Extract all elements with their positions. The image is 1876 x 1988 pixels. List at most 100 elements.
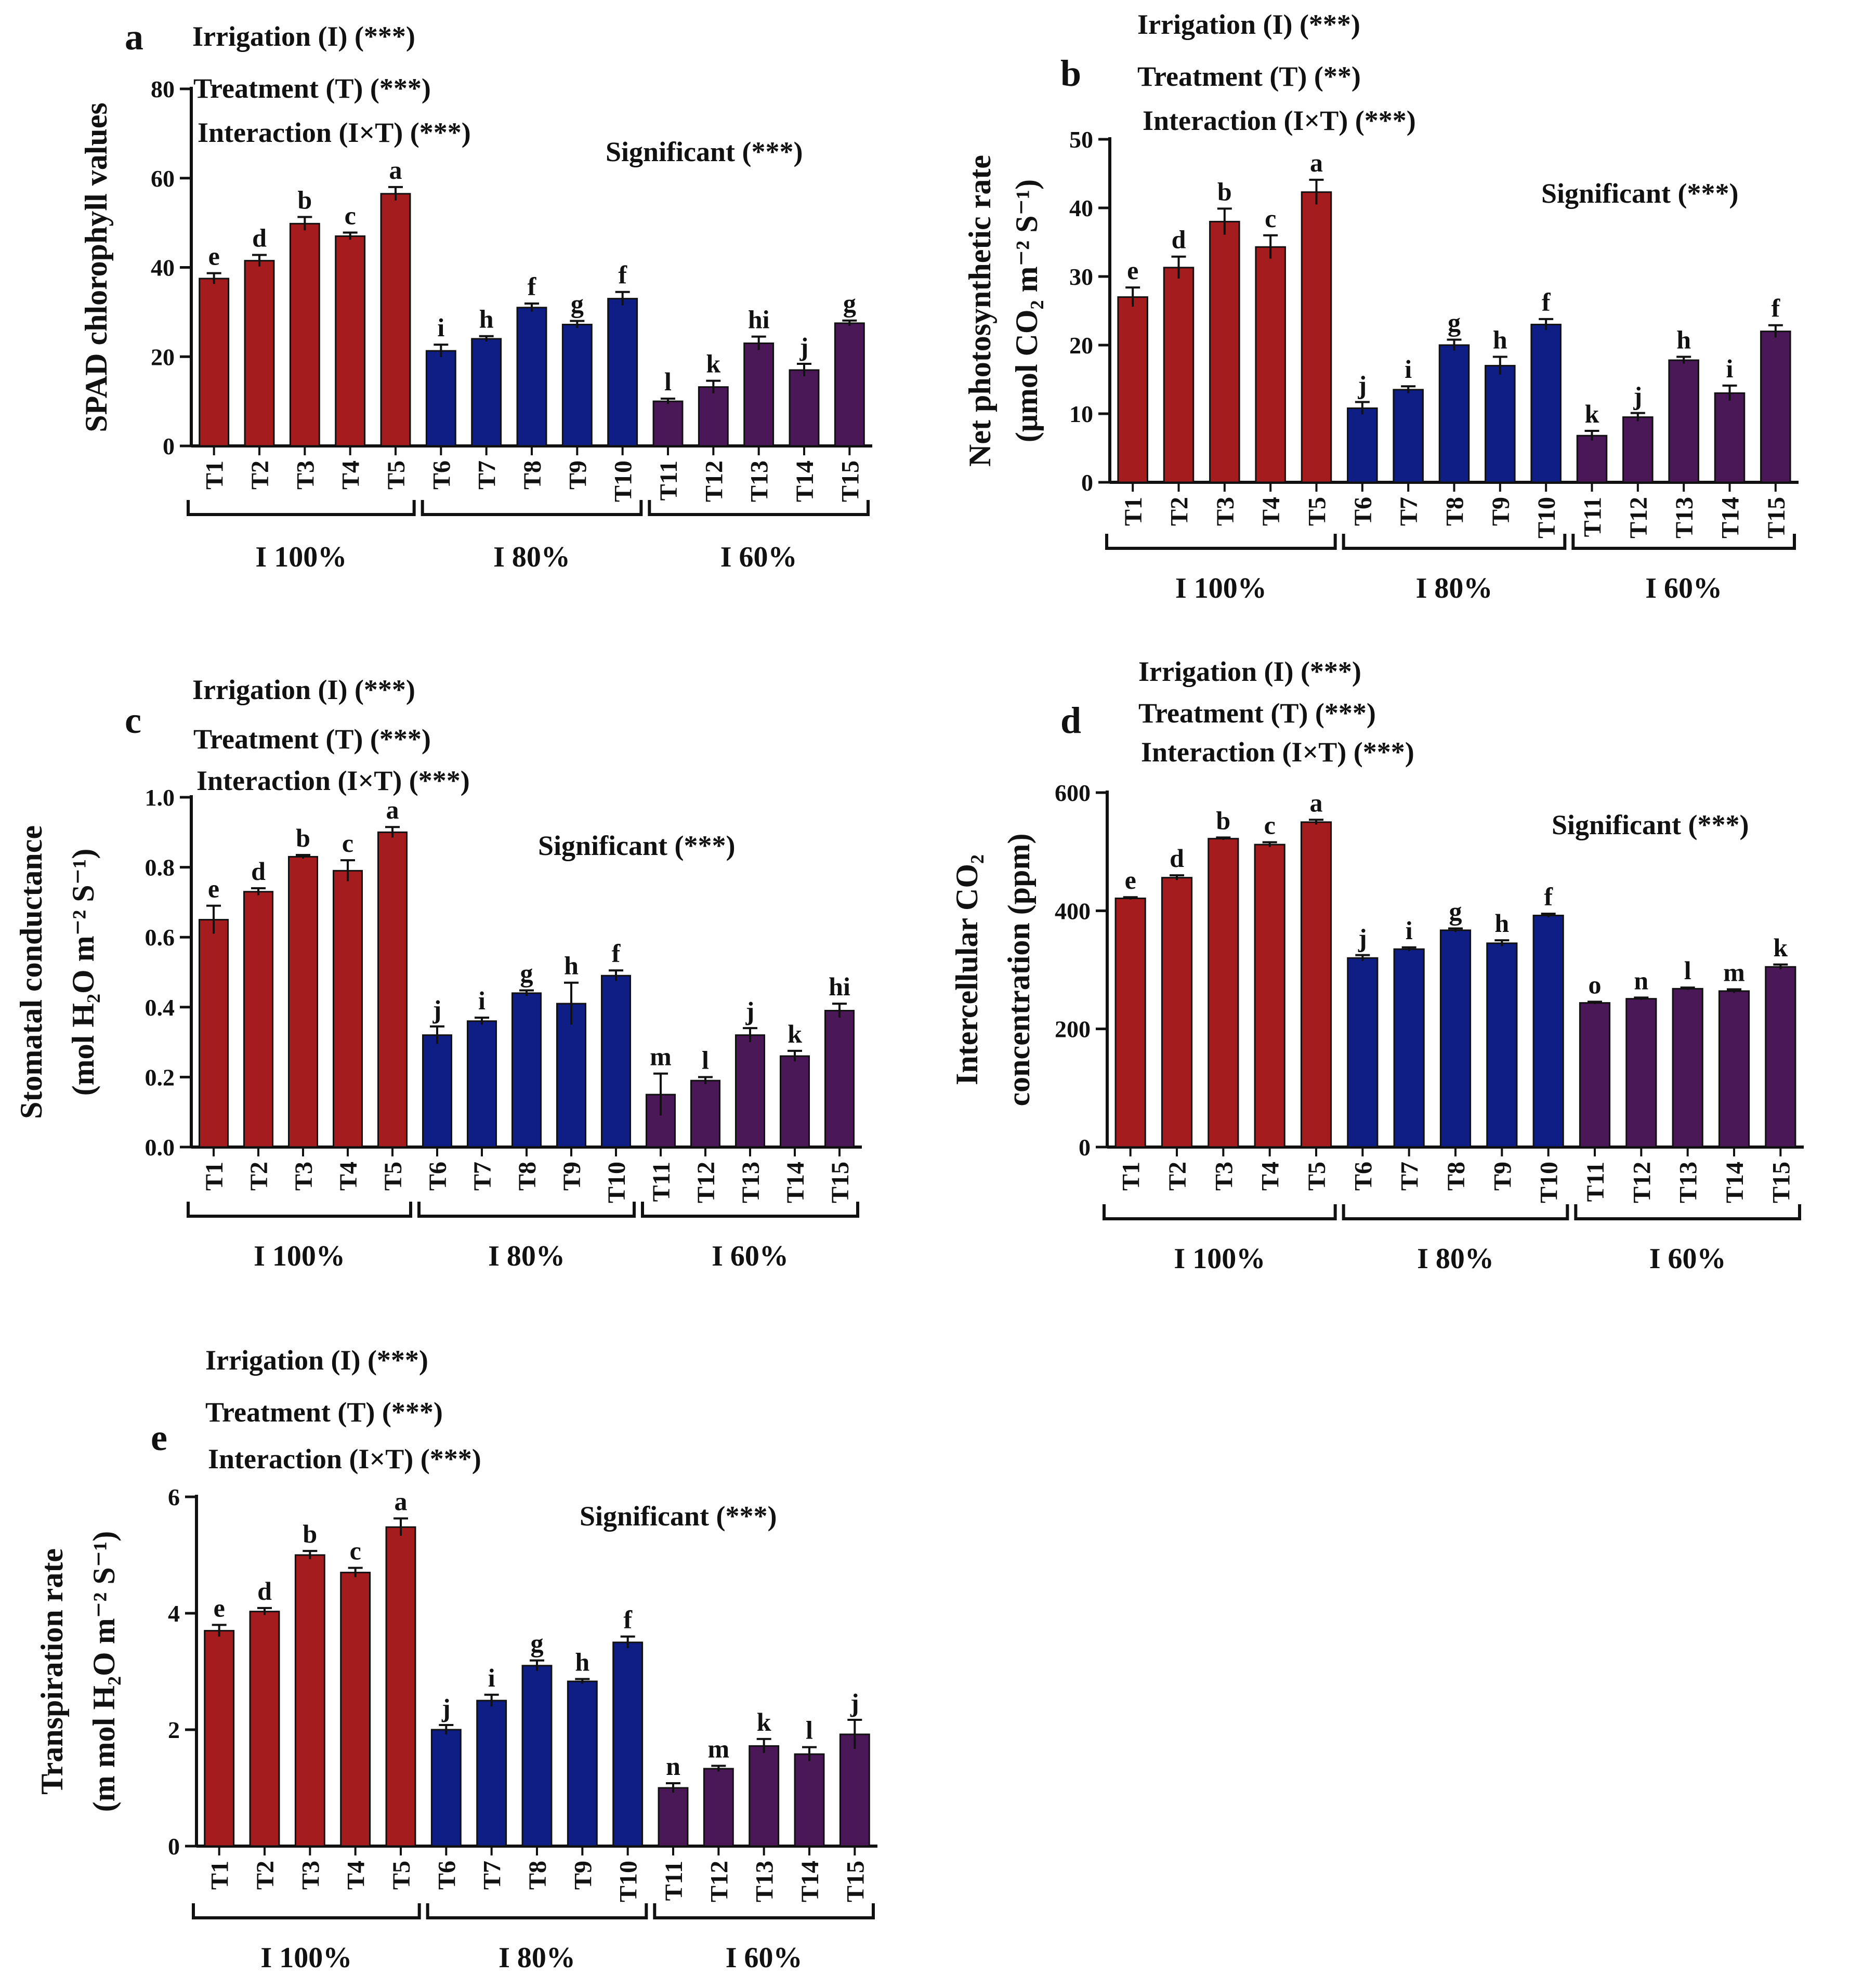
bar (476, 1700, 507, 1847)
y-tick-label: 20 (151, 344, 175, 370)
significance-letter: n (666, 1752, 680, 1781)
x-tick-label: T14 (782, 1162, 809, 1203)
bar (1714, 392, 1746, 483)
x-tick-label: T14 (796, 1861, 824, 1902)
bar (289, 222, 320, 447)
bar (204, 1630, 235, 1847)
group-bracket (417, 1202, 636, 1218)
bar (567, 1680, 598, 1847)
bar (340, 1572, 371, 1847)
y-tick-label: 600 (1055, 780, 1091, 806)
significance-letter: h (479, 305, 494, 334)
x-tick-label: T12 (700, 460, 728, 502)
x-tick-label: T13 (1671, 497, 1698, 538)
bar (743, 342, 775, 447)
significance-letter: i (488, 1663, 495, 1692)
x-tick-label: T6 (1349, 497, 1377, 526)
bar (243, 891, 274, 1148)
significance-letter: g (571, 289, 584, 319)
bar (1579, 1002, 1611, 1148)
x-tick-label: T2 (1164, 1162, 1191, 1191)
y-tick-label: 0 (1079, 1134, 1091, 1161)
bar (516, 307, 547, 447)
bar (834, 322, 865, 447)
x-tick-label: T9 (569, 1861, 597, 1890)
y-tick-label: 0 (163, 433, 175, 459)
y-tick-label: 0.2 (145, 1064, 175, 1090)
y-tick-label: 0.4 (145, 994, 175, 1021)
bar (1530, 323, 1562, 483)
bar (1668, 359, 1699, 483)
group-bracket (641, 1202, 859, 1218)
bar (612, 1641, 644, 1847)
bar (1163, 267, 1195, 483)
bar (1208, 838, 1239, 1148)
group-label: I 80% (498, 1942, 575, 1974)
bar (332, 870, 363, 1148)
significance-letter: k (706, 349, 720, 378)
x-tick-label: T5 (383, 460, 410, 490)
x-tick-label: T15 (836, 460, 864, 502)
group-bracket (1342, 534, 1567, 550)
x-tick-label: T2 (246, 460, 274, 490)
significance-letter: b (1216, 806, 1230, 835)
significance-letter: i (478, 986, 486, 1015)
group-label: I 100% (1175, 572, 1267, 604)
bar (1486, 942, 1518, 1148)
y-tick-label: 0 (1081, 469, 1093, 496)
group-label: I 80% (1416, 572, 1493, 604)
anova-annotation: Treatment (T) (***) (193, 73, 431, 104)
anova-annotation: Treatment (T) (***) (193, 723, 431, 755)
significance-letter: j (441, 1693, 451, 1722)
x-tick-label: T13 (737, 1162, 765, 1203)
significance-letter: a (1310, 148, 1323, 177)
x-tick-label: T12 (692, 1162, 720, 1203)
significance-letter: d (252, 223, 267, 252)
x-tick-label: T10 (610, 460, 637, 502)
significance-letter: i (1726, 354, 1734, 383)
significance-label: Significant (***) (1541, 178, 1739, 209)
bar (824, 1010, 855, 1148)
bar (1439, 929, 1472, 1148)
x-tick-label: T4 (335, 1162, 362, 1191)
group-bracket (1342, 1204, 1569, 1220)
bar (198, 919, 229, 1148)
significance-letter: f (1772, 294, 1781, 323)
x-tick-label: T8 (1442, 1162, 1470, 1191)
significance-letter: l (1684, 956, 1691, 985)
bar (294, 1554, 325, 1847)
panel-a: a Irrigation (I) (***) Treatment (T) (***)… (79, 16, 872, 573)
significance-letter: i (1405, 354, 1412, 384)
significance-letter: a (395, 1486, 408, 1516)
bar (600, 975, 632, 1148)
significance-letter: f (1544, 882, 1553, 911)
y-tick-label: 6 (168, 1484, 180, 1510)
bar (1672, 988, 1703, 1148)
bar (521, 1665, 553, 1847)
x-tick-label: T8 (514, 1162, 541, 1191)
anova-annotation: Irrigation (I) (***) (1137, 9, 1360, 40)
significance-letter: l (702, 1045, 709, 1074)
bar (1532, 914, 1564, 1148)
significance-letter: d (251, 857, 266, 886)
significance-letter: e (214, 1593, 225, 1622)
significance-letter: k (757, 1707, 771, 1736)
bar (335, 235, 366, 447)
significance-letter: g (1449, 897, 1462, 926)
significance-letter: k (788, 1019, 802, 1048)
x-tick-label: T7 (479, 1861, 506, 1890)
bar (1622, 416, 1654, 483)
significance-letter: c (1264, 810, 1276, 839)
bar (199, 278, 230, 447)
anova-annotation: Interaction (I×T) (***) (1141, 736, 1414, 768)
significance-letter: b (1217, 177, 1232, 206)
significance-letter: j (1633, 381, 1643, 411)
significance-letter: m (650, 1042, 672, 1071)
x-tick-label: T1 (206, 1861, 234, 1890)
significance-letter: k (1585, 399, 1599, 428)
x-tick-label: T3 (292, 460, 319, 490)
x-tick-label: T2 (1166, 497, 1193, 526)
x-tick-label: T5 (1304, 497, 1331, 526)
significance-letter: g (520, 958, 533, 988)
